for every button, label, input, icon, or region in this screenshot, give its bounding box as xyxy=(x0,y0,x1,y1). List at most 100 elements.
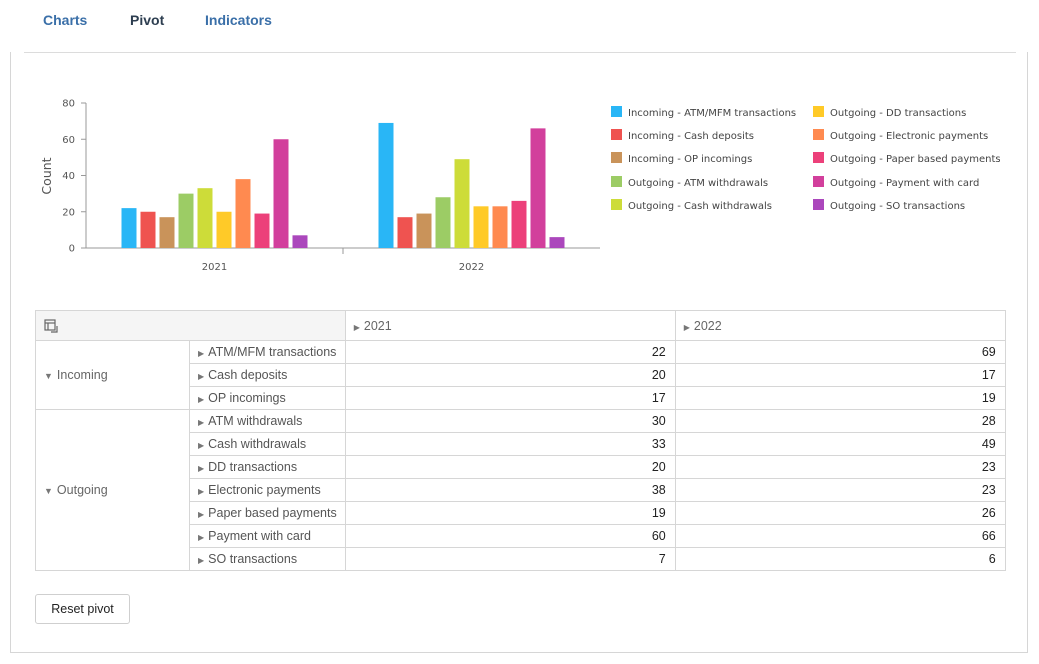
expand-icon[interactable]: ▶ xyxy=(198,418,205,427)
bar-2022-7[interactable] xyxy=(511,200,527,248)
bar-2021-7[interactable] xyxy=(254,213,270,248)
legend-label: Outgoing - SO transactions xyxy=(830,201,965,212)
value-cell: 7 xyxy=(344,547,676,571)
bar-2022-9[interactable] xyxy=(549,237,565,248)
expand-icon[interactable]: ▶ xyxy=(198,487,205,496)
bar-2022-4[interactable] xyxy=(454,159,470,248)
legend-item[interactable]: Incoming - Cash deposits xyxy=(611,129,754,142)
expand-icon[interactable]: ▶ xyxy=(198,556,205,565)
x-tick-label: 2021 xyxy=(202,262,227,273)
expand-icon[interactable]: ▶ xyxy=(198,395,205,404)
legend-item[interactable]: Outgoing - Electronic payments xyxy=(813,129,988,142)
legend-swatch xyxy=(611,129,622,140)
legend-label: Outgoing - Payment with card xyxy=(830,178,979,189)
table-row: ▼ Outgoing ▶ ATM withdrawals 30 28 xyxy=(35,409,1006,571)
collapse-icon[interactable]: ▼ xyxy=(44,371,53,381)
row-header[interactable]: ▶ ATM/MFM transactions xyxy=(189,340,346,364)
legend-label: Incoming - OP incomings xyxy=(628,154,752,165)
legend-swatch xyxy=(813,176,824,187)
expand-icon[interactable]: ▶ xyxy=(198,510,205,519)
bar-2022-6[interactable] xyxy=(492,206,508,248)
bar-2021-2[interactable] xyxy=(159,217,175,248)
bar-2022-2[interactable] xyxy=(416,213,432,248)
value-cell: 20 xyxy=(344,363,676,387)
table-row: ▼ Incoming ▶ ATM/MFM transactions 22 69 xyxy=(35,340,1006,410)
legend-item[interactable]: Incoming - OP incomings xyxy=(611,152,752,165)
table-row: ▶ Cash deposits 20 17 xyxy=(36,363,1006,387)
expand-icon[interactable]: ▶ xyxy=(198,372,205,381)
pivot-header-row: ▶ 2021 ▶ 2022 xyxy=(35,310,1006,341)
legend-swatch xyxy=(813,152,824,163)
value-cell: 38 xyxy=(344,478,676,502)
bar-2021-1[interactable] xyxy=(140,211,156,248)
legend-swatch xyxy=(611,152,622,163)
tab-charts[interactable]: Charts xyxy=(43,12,88,28)
value-cell: 30 xyxy=(344,409,676,433)
collapse-icon[interactable]: ▼ xyxy=(44,486,53,496)
bar-2021-0[interactable] xyxy=(121,208,137,248)
legend-item[interactable]: Outgoing - Cash withdrawals xyxy=(611,199,772,212)
tab-pivot[interactable]: Pivot xyxy=(130,12,165,28)
legend-item[interactable]: Outgoing - DD transactions xyxy=(813,106,966,119)
legend-item[interactable]: Outgoing - Paper based payments xyxy=(813,152,1000,165)
bar-2021-8[interactable] xyxy=(273,139,289,248)
value-cell: 28 xyxy=(674,409,1006,433)
bar-2022-3[interactable] xyxy=(435,197,451,248)
row-header[interactable]: ▶ Paper based payments xyxy=(189,501,346,525)
expand-icon[interactable]: ▶ xyxy=(683,322,690,332)
value-cell: 69 xyxy=(674,340,1006,364)
row-header[interactable]: ▶ Payment with card xyxy=(189,524,346,548)
value-cell: 23 xyxy=(674,478,1006,502)
table-row: ▶ OP incomings 17 19 xyxy=(36,386,1006,410)
tab-indicators[interactable]: Indicators xyxy=(205,12,272,28)
bar-2021-5[interactable] xyxy=(216,211,232,248)
row-header[interactable]: ▶ OP incomings xyxy=(189,386,346,410)
y-tick-label: 20 xyxy=(62,207,75,218)
value-cell: 60 xyxy=(344,524,676,548)
bar-2021-4[interactable] xyxy=(197,188,213,248)
column-header-2021[interactable]: ▶ 2021 xyxy=(344,310,676,341)
bar-2021-3[interactable] xyxy=(178,193,194,248)
value-cell: 22 xyxy=(344,340,676,364)
value-cell: 19 xyxy=(674,386,1006,410)
bar-2022-8[interactable] xyxy=(530,128,546,248)
expand-icon[interactable]: ▶ xyxy=(198,349,205,358)
legend-label: Outgoing - Cash withdrawals xyxy=(628,201,772,212)
legend-label: Outgoing - ATM withdrawals xyxy=(628,178,768,189)
expand-icon[interactable]: ▶ xyxy=(198,464,205,473)
bar-2022-1[interactable] xyxy=(397,217,413,248)
legend-item[interactable]: Outgoing - SO transactions xyxy=(813,199,965,212)
bar-2022-0[interactable] xyxy=(378,122,394,248)
bar-2022-5[interactable] xyxy=(473,206,489,248)
bar-2021-9[interactable] xyxy=(292,235,308,248)
pivot-settings-cell[interactable] xyxy=(35,310,346,341)
legend-swatch xyxy=(611,106,622,117)
legend-item[interactable]: Outgoing - Payment with card xyxy=(813,176,979,189)
legend-swatch xyxy=(611,176,622,187)
y-axis-label: Count xyxy=(39,157,54,194)
table-row: ▶ SO transactions 7 6 xyxy=(36,547,1006,571)
row-group-outgoing[interactable]: ▼ Outgoing xyxy=(35,409,190,571)
pivot-layout-icon[interactable] xyxy=(44,319,58,333)
legend-label: Outgoing - Electronic payments xyxy=(830,131,988,142)
row-header[interactable]: ▶ Electronic payments xyxy=(189,478,346,502)
row-header[interactable]: ▶ Cash deposits xyxy=(189,363,346,387)
row-group-incoming[interactable]: ▼ Incoming xyxy=(35,340,190,410)
row-header[interactable]: ▶ Cash withdrawals xyxy=(189,432,346,456)
value-cell: 66 xyxy=(674,524,1006,548)
row-header[interactable]: ▶ SO transactions xyxy=(189,547,346,571)
legend-item[interactable]: Outgoing - ATM withdrawals xyxy=(611,176,768,189)
expand-icon[interactable]: ▶ xyxy=(353,322,360,332)
expand-icon[interactable]: ▶ xyxy=(198,533,205,542)
legend-swatch xyxy=(813,129,824,140)
column-header-2022[interactable]: ▶ 2022 xyxy=(674,310,1006,341)
row-header[interactable]: ▶ DD transactions xyxy=(189,455,346,479)
table-row: ▶ Electronic payments 38 23 xyxy=(36,478,1006,502)
row-header[interactable]: ▶ ATM withdrawals xyxy=(189,409,346,433)
value-cell: 17 xyxy=(674,363,1006,387)
expand-icon[interactable]: ▶ xyxy=(198,441,205,450)
reset-pivot-button[interactable]: Reset pivot xyxy=(35,594,130,624)
legend-item[interactable]: Incoming - ATM/MFM transactions xyxy=(611,106,796,119)
legend-swatch xyxy=(813,199,824,210)
bar-2021-6[interactable] xyxy=(235,179,251,248)
